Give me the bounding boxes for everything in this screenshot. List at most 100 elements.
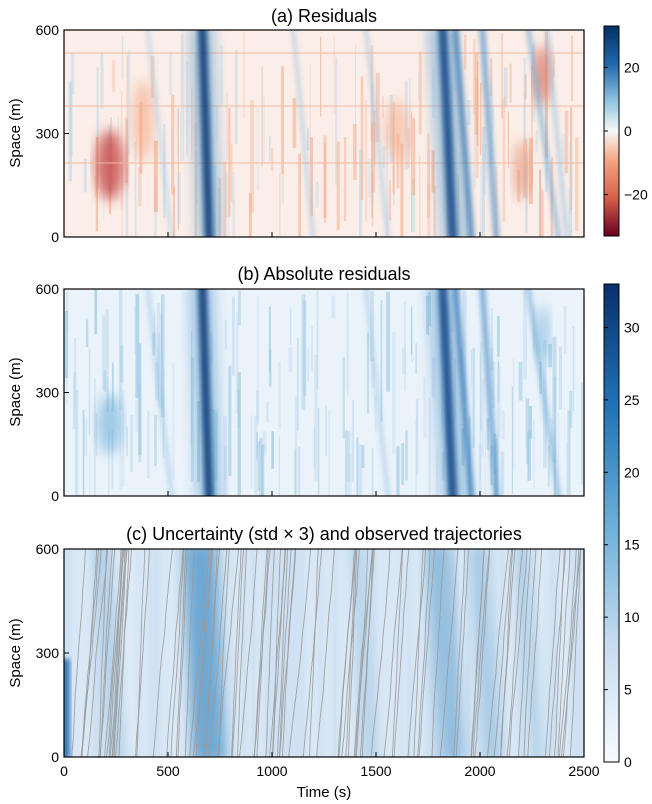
- colorbar-tick-label: 10: [624, 609, 640, 625]
- observed-trajectory: [354, 549, 373, 757]
- x-axis-label: Time (s): [297, 784, 351, 801]
- observed-trajectory: [453, 549, 466, 757]
- observed-trajectory: [562, 549, 581, 757]
- residual-texture: [525, 395, 527, 449]
- uncertainty-texture: [233, 549, 241, 757]
- residual-texture: [563, 305, 567, 354]
- observed-trajectory: [184, 549, 195, 757]
- residual-texture: [160, 314, 163, 409]
- residual-texture: [185, 62, 189, 157]
- residual-texture: [122, 390, 125, 487]
- residual-texture: [177, 108, 179, 230]
- residual-texture: [428, 148, 430, 201]
- panel-a-title: (a) Residuals: [271, 6, 377, 26]
- residual-texture: [294, 448, 297, 496]
- panel-c-title: (c) Uncertainty (std × 3) and observed t…: [126, 524, 522, 544]
- residual-texture: [135, 400, 139, 433]
- panel-a-y-axis: 0 300 600: [36, 22, 69, 245]
- congestion-wave-band: [364, 30, 390, 237]
- residual-texture: [126, 427, 128, 457]
- uncertainty-texture: [238, 549, 243, 757]
- residual-texture: [224, 446, 227, 480]
- residual-texture: [412, 178, 415, 233]
- uncertainty-edge: [64, 659, 70, 757]
- residual-texture: [237, 390, 240, 428]
- residual-texture: [134, 141, 137, 237]
- residual-texture: [256, 107, 260, 191]
- residual-texture: [121, 162, 123, 237]
- residual-texture: [191, 330, 193, 447]
- residual-texture: [119, 345, 124, 383]
- residual-texture: [316, 289, 319, 390]
- residual-texture: [96, 67, 99, 189]
- observed-trajectory: [500, 549, 514, 757]
- residual-texture: [262, 96, 266, 163]
- residual-texture: [427, 133, 430, 218]
- residual-texture: [492, 361, 495, 408]
- x-tick-label: 1500: [360, 763, 391, 779]
- residual-texture: [256, 431, 258, 460]
- residual-texture: [392, 332, 396, 454]
- uncertainty-texture: [255, 549, 264, 757]
- observed-trajectory: [472, 549, 490, 757]
- residual-texture: [294, 396, 298, 496]
- observed-trajectory: [218, 549, 230, 757]
- residual-texture: [502, 96, 506, 222]
- residual-texture: [385, 126, 389, 237]
- residual-texture: [306, 128, 310, 151]
- residual-texture: [235, 49, 238, 145]
- residual-texture: [548, 343, 552, 368]
- residual-texture: [292, 98, 297, 149]
- residual-texture: [418, 71, 420, 99]
- observed-trajectories: [71, 549, 582, 757]
- residual-texture: [490, 347, 494, 372]
- residual-texture: [103, 370, 107, 392]
- residual-texture: [475, 78, 479, 179]
- observed-trajectory: [98, 549, 107, 757]
- residual-texture: [102, 315, 106, 390]
- uncertainty-texture: [470, 549, 478, 757]
- residual-texture: [111, 60, 116, 92]
- panel-b-title: (b) Absolute residuals: [237, 264, 410, 284]
- observed-trajectory: [231, 549, 242, 757]
- residual-texture: [500, 33, 504, 119]
- observed-trajectory: [474, 549, 491, 757]
- residual-texture: [262, 431, 267, 456]
- residual-texture: [557, 412, 560, 492]
- residual-texture: [365, 99, 368, 222]
- observed-trajectory: [355, 549, 369, 757]
- negative-residual-patch: [133, 80, 154, 160]
- residual-texture: [278, 361, 281, 430]
- residual-texture: [564, 110, 569, 174]
- residual-texture: [336, 141, 340, 230]
- residual-texture: [348, 453, 352, 496]
- observed-trajectory: [152, 549, 173, 757]
- observed-trajectory: [195, 549, 214, 757]
- congestion-wave-band: [452, 30, 475, 237]
- residual-texture: [561, 133, 566, 162]
- residual-texture: [407, 128, 410, 169]
- residual-texture: [346, 291, 349, 391]
- residual-texture: [237, 372, 241, 496]
- observed-trajectory: [418, 549, 436, 757]
- observed-trajectory: [269, 549, 287, 757]
- negative-residual-patch: [95, 130, 124, 200]
- residual-texture: [400, 143, 404, 237]
- panel-c-x-axis: 0 500 1000 1500 2000 2500: [60, 752, 600, 779]
- residual-texture: [550, 418, 554, 446]
- observed-trajectory: [361, 549, 374, 757]
- uncertainty-texture: [322, 549, 334, 757]
- y-tick-label: 600: [36, 281, 60, 297]
- observed-trajectory: [109, 549, 128, 757]
- observed-trajectory: [558, 549, 577, 757]
- panel-b-y-axis: 0 300 600: [36, 281, 69, 504]
- residual-texture: [418, 51, 422, 135]
- observed-trajectory: [417, 549, 431, 757]
- residual-texture: [526, 398, 530, 465]
- residual-texture: [375, 72, 380, 142]
- residual-texture: [172, 362, 175, 480]
- residual-texture: [135, 294, 140, 399]
- residual-texture: [396, 446, 400, 496]
- residual-texture: [238, 290, 241, 326]
- residual-texture: [355, 44, 357, 165]
